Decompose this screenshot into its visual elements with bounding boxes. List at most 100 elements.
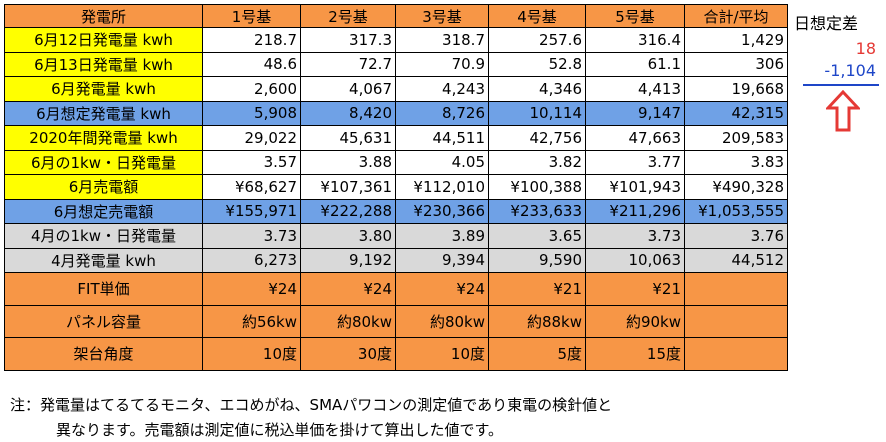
table-cell: ¥230,366 — [395, 198, 489, 224]
table-cell: 48.6 — [202, 51, 301, 77]
table-cell: 約88kw — [488, 304, 586, 338]
table-cell: 8,420 — [300, 100, 396, 126]
table-cell: 316.4 — [585, 27, 685, 53]
header-cell-unit1: 1号基 — [202, 4, 301, 28]
row-label: パネル容量 — [4, 304, 203, 338]
table-cell: ¥211,296 — [585, 198, 685, 224]
table-cell: 318.7 — [395, 27, 489, 53]
header-cell-total: 合計/平均 — [684, 4, 788, 28]
table-row: 6月想定発電量 kwh 5,908 8,420 8,726 10,114 9,147 42,… — [4, 100, 788, 126]
table-cell: 61.1 — [585, 51, 685, 77]
table-cell: 3.88 — [300, 149, 396, 175]
table-cell: 47,663 — [585, 125, 685, 151]
table-row: 6月想定売電額 ¥155,971 ¥222,288 ¥230,366 ¥233,633 ¥… — [4, 198, 788, 224]
table-cell: 209,583 — [684, 125, 788, 151]
table-row: 6月発電量 kwh 2,600 4,067 4,243 4,346 4,413 19,668 — [4, 76, 788, 102]
table-cell: 5,908 — [202, 100, 301, 126]
daily-diff-negative: -1,104 — [824, 61, 876, 80]
row-label: 2020年間発電量 kwh — [4, 125, 203, 151]
table-cell: 15度 — [585, 337, 685, 371]
table-cell: 45,631 — [300, 125, 396, 151]
table-cell: 約56kw — [202, 304, 301, 338]
footnote-line-1: 注：発電量はてるてるモニタ、エコめがね、SMAパワコンの測定値であり東電の検針値… — [10, 396, 613, 414]
header-cell-unit2: 2号基 — [300, 4, 396, 28]
power-generation-table: 発電所 1号基 2号基 3号基 4号基 5号基 合計/平均 6月12日発電量 k… — [4, 4, 788, 371]
table-cell: 約80kw — [300, 304, 396, 338]
table-row: 架台角度 10度 30度 10度 5度 15度 — [4, 337, 788, 371]
table-cell: ¥233,633 — [488, 198, 586, 224]
table-cell: 2,600 — [202, 76, 301, 102]
table-cell: 30度 — [300, 337, 396, 371]
row-label: 6月13日発電量 kwh — [4, 51, 203, 77]
table-cell: 4,243 — [395, 76, 489, 102]
table-row: 4月発電量 kwh 6,273 9,192 9,394 9,590 10,063 44,51… — [4, 247, 788, 273]
daily-forecast-diff-title: 日想定差 — [794, 14, 859, 33]
row-label: 6月想定売電額 — [4, 198, 203, 224]
table-row: 6月売電額 ¥68,627 ¥107,361 ¥112,010 ¥100,388 ¥101… — [4, 174, 788, 200]
table-cell: 42,756 — [488, 125, 586, 151]
table-cell: ¥222,288 — [300, 198, 396, 224]
table-cell: ¥24 — [202, 272, 301, 306]
table-cell: 9,394 — [395, 247, 489, 273]
table-cell: 10,063 — [585, 247, 685, 273]
table-cell: 6,273 — [202, 247, 301, 273]
table-cell: 72.7 — [300, 51, 396, 77]
table-cell: 3.89 — [395, 223, 489, 249]
table-cell: 3.83 — [684, 149, 788, 175]
daily-diff-positive: 18 — [855, 39, 876, 58]
table-cell: ¥490,328 — [684, 174, 788, 200]
table-cell: 3.65 — [488, 223, 586, 249]
table-cell: 10度 — [202, 337, 301, 371]
table-row: 6月12日発電量 kwh 218.7 317.3 318.7 257.6 316.4 1,4… — [4, 27, 788, 53]
table-row: パネル容量 約56kw 約80kw 約80kw 約88kw 約90kw — [4, 304, 788, 338]
table-row: 4月の1kw・日発電量 3.73 3.80 3.89 3.65 3.73 3.76 — [4, 223, 788, 249]
row-label: 6月12日発電量 kwh — [4, 27, 203, 53]
table-cell: 約80kw — [395, 304, 489, 338]
table-cell: ¥24 — [300, 272, 396, 306]
up-arrow-outline-icon — [826, 90, 860, 132]
table-cell: ¥21 — [488, 272, 586, 306]
row-label: 6月想定発電量 kwh — [4, 100, 203, 126]
table-cell: 44,512 — [684, 247, 788, 273]
table-row: 2020年間発電量 kwh 29,022 45,631 44,511 42,756 47,… — [4, 125, 788, 151]
table-cell: 4,346 — [488, 76, 586, 102]
row-label: 6月売電額 — [4, 174, 203, 200]
table-cell: 8,726 — [395, 100, 489, 126]
table-cell: 257.6 — [488, 27, 586, 53]
table-cell: 19,668 — [684, 76, 788, 102]
table-cell: ¥1,053,555 — [684, 198, 788, 224]
table-row: FIT単価 ¥24 ¥24 ¥24 ¥21 ¥21 — [4, 272, 788, 306]
table-cell: 9,192 — [300, 247, 396, 273]
table-cell: 4,067 — [300, 76, 396, 102]
header-cell-unit5: 5号基 — [585, 4, 685, 28]
table-cell: 5度 — [488, 337, 586, 371]
table-cell: 9,147 — [585, 100, 685, 126]
table-cell: ¥68,627 — [202, 174, 301, 200]
table-cell — [684, 337, 788, 371]
table-cell — [684, 272, 788, 306]
table-cell: 29,022 — [202, 125, 301, 151]
table-row: 6月の1kw・日発電量 3.57 3.88 4.05 3.82 3.77 3.83 — [4, 149, 788, 175]
table-cell: 3.73 — [202, 223, 301, 249]
table-cell: ¥112,010 — [395, 174, 489, 200]
table-cell: 218.7 — [202, 27, 301, 53]
table-header-row: 発電所 1号基 2号基 3号基 4号基 5号基 合計/平均 — [4, 4, 788, 28]
table-body: 6月12日発電量 kwh 218.7 317.3 318.7 257.6 316.4 1,4… — [4, 27, 788, 371]
table-cell: 317.3 — [300, 27, 396, 53]
table-cell: ¥155,971 — [202, 198, 301, 224]
table-cell: 52.8 — [488, 51, 586, 77]
header-cell-unit3: 3号基 — [395, 4, 489, 28]
table-cell: 4,413 — [585, 76, 685, 102]
table-cell: ¥21 — [585, 272, 685, 306]
table-cell: ¥24 — [395, 272, 489, 306]
table-cell: 3.76 — [684, 223, 788, 249]
row-label: 架台角度 — [4, 337, 203, 371]
table-cell: 4.05 — [395, 149, 489, 175]
table-cell: 3.77 — [585, 149, 685, 175]
table-cell: 10,114 — [488, 100, 586, 126]
table-cell: 3.57 — [202, 149, 301, 175]
table-cell — [684, 304, 788, 338]
header-cell-unit4: 4号基 — [488, 4, 586, 28]
row-label: FIT単価 — [4, 272, 203, 306]
table-cell: 3.80 — [300, 223, 396, 249]
